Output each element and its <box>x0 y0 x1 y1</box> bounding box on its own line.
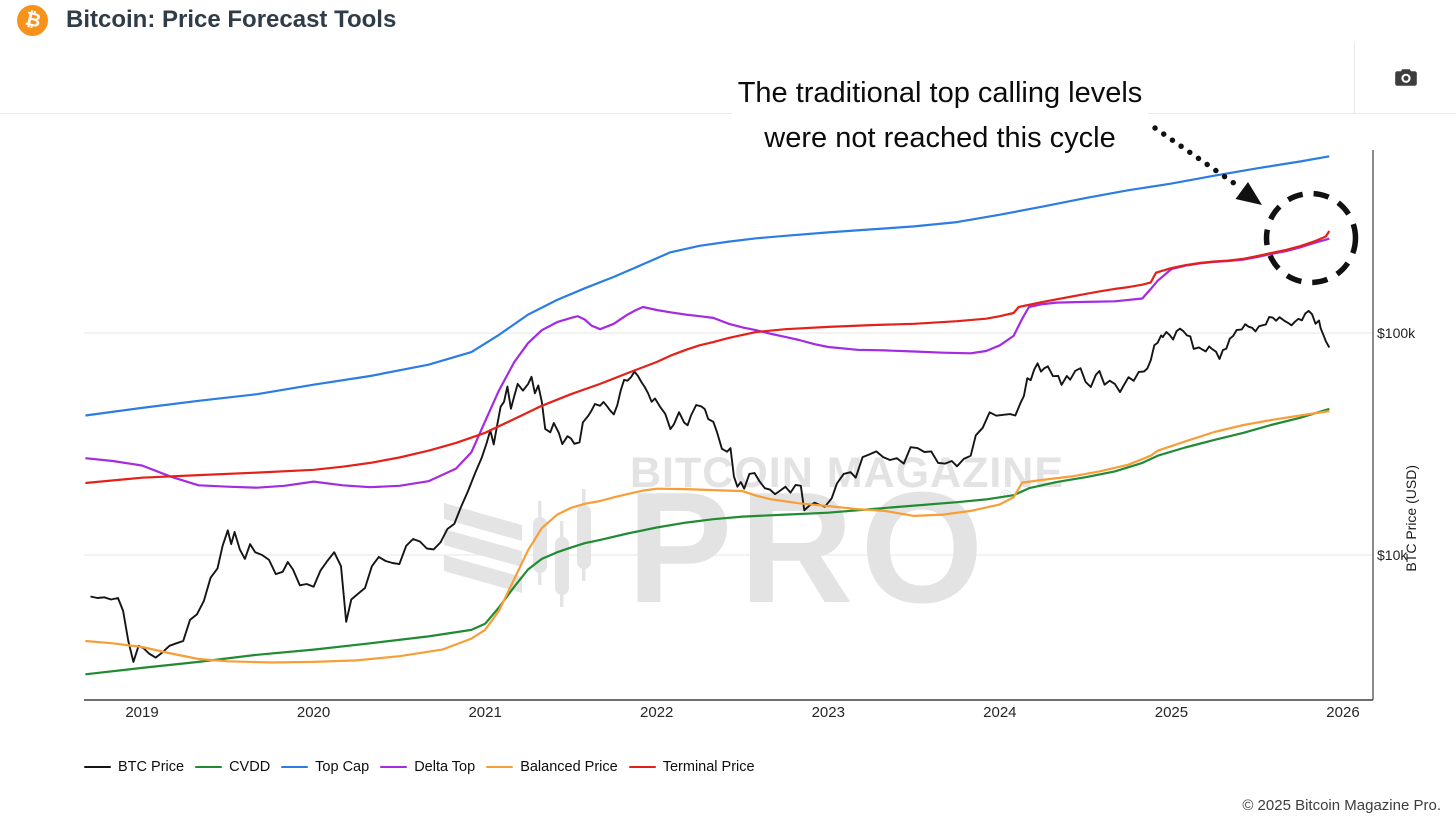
header: ₿ Bitcoin: Price Forecast Tools <box>0 0 1456 43</box>
legend-item-cvdd[interactable]: CVDD <box>195 759 270 775</box>
legend-label: Balanced Price <box>520 759 618 775</box>
annotation-line-1: The traditional top calling levels <box>731 71 1149 116</box>
chart-grid <box>84 150 1374 701</box>
legend-item-top-cap[interactable]: Top Cap <box>281 759 369 775</box>
legend-item-delta-top[interactable]: Delta Top <box>380 759 475 775</box>
legend-label: BTC Price <box>118 759 185 775</box>
camera-icon <box>1394 69 1417 86</box>
chart-annotation: The traditional top calling levels were … <box>655 71 1225 161</box>
page-title: Bitcoin: Price Forecast Tools <box>66 6 397 33</box>
y-tick-10k: $10k <box>1377 547 1408 563</box>
x-tick-2022: 2022 <box>640 704 674 721</box>
legend-label: Terminal Price <box>662 759 755 775</box>
legend-item-terminal-price[interactable]: Terminal Price <box>628 759 755 775</box>
x-tick-2023: 2023 <box>811 704 845 721</box>
legend-swatch <box>195 765 223 769</box>
legend-label: CVDD <box>229 759 271 775</box>
series-line-top-cap <box>85 155 1330 417</box>
x-tick-2021: 2021 <box>468 704 502 721</box>
legend-swatch <box>486 765 514 769</box>
chart-series <box>85 155 1331 676</box>
y-tick-100k: $100k <box>1377 325 1416 341</box>
y-axis-title: BTC Price (USD) <box>1403 465 1419 572</box>
bitcoin-logo-icon: ₿ <box>17 5 48 36</box>
annotation-line-2: were not reached this cycle <box>758 116 1122 161</box>
legend-swatch <box>628 765 656 769</box>
screenshot-button[interactable] <box>1354 42 1456 113</box>
legend-label: Top Cap <box>315 759 370 775</box>
annotation-layer <box>1152 125 1359 286</box>
chart-legend: BTC Price CVDD Top Cap Delta Top Balanced Pr… <box>84 759 755 775</box>
x-tick-2020: 2020 <box>296 704 331 721</box>
legend-label: Delta Top <box>414 759 476 775</box>
arrow-head-icon <box>1235 182 1262 205</box>
legend-swatch <box>281 765 309 769</box>
legend-item-btc-price[interactable]: BTC Price <box>84 759 184 775</box>
series-line-btc-price <box>90 309 1331 663</box>
legend-swatch <box>380 765 408 769</box>
series-line-delta-top <box>85 237 1330 489</box>
x-tick-2024: 2024 <box>983 704 1017 721</box>
legend-item-balanced-price[interactable]: Balanced Price <box>486 759 618 775</box>
x-tick-2026: 2026 <box>1326 704 1360 721</box>
series-line-terminal-price <box>85 230 1331 485</box>
bitcoin-glyph: ₿ <box>22 8 43 32</box>
price-chart[interactable]: BITCOIN MAGAZINE ® PRO The traditional t… <box>0 71 1456 775</box>
legend-swatch <box>84 765 111 769</box>
dashed-circle-marker <box>1263 190 1359 286</box>
x-tick-2019: 2019 <box>125 704 159 721</box>
copyright-text: © 2025 Bitcoin Magazine Pro. <box>1242 797 1441 814</box>
series-line-balanced-price <box>85 410 1330 664</box>
chart-toolbar <box>0 42 1456 114</box>
x-tick-2025: 2025 <box>1154 704 1189 721</box>
dotted-arrow-line <box>1152 125 1241 189</box>
series-line-cvdd <box>85 407 1330 676</box>
